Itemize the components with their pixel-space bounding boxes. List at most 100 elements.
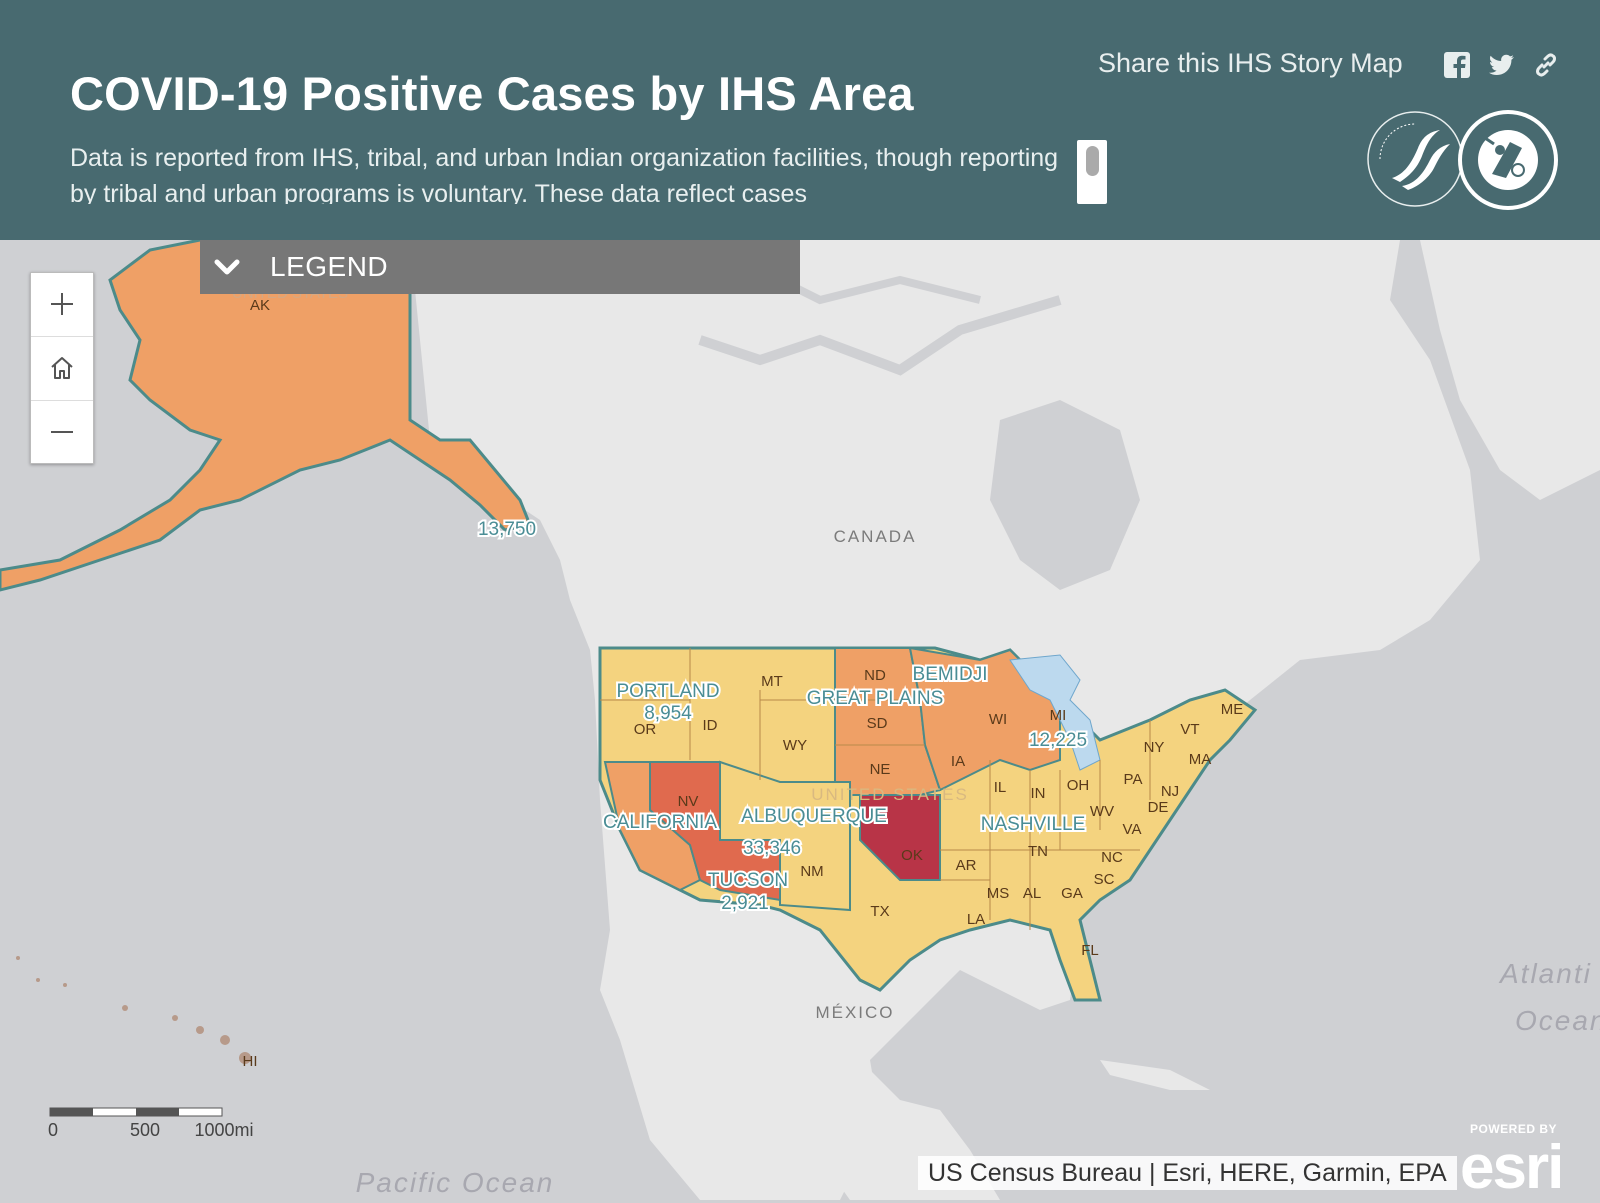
map-canvas[interactable]: AK UNITED STATES HI	[0, 240, 1600, 1200]
page-title: COVID-19 Positive Cases by IHS Area	[70, 67, 914, 120]
state-label-nm: NM	[800, 863, 823, 880]
state-label-sd: SD	[867, 715, 888, 732]
hudson-bay	[990, 400, 1140, 590]
scale-label-1000mi: 1000mi	[194, 1120, 253, 1140]
scrollbar-thumb[interactable]	[1086, 146, 1099, 176]
state-label-hi: HI	[243, 1053, 258, 1070]
state-label-in: IN	[1031, 785, 1046, 802]
state-label-id: ID	[703, 717, 718, 734]
legend-toggle[interactable]: LEGEND	[200, 240, 800, 294]
state-label-mt: MT	[761, 673, 783, 690]
area-name-nashville: NASHVILLE	[981, 814, 1086, 835]
area-cases-portland: 8,954	[644, 703, 692, 724]
place-label-mexico: MÉXICO	[815, 1003, 894, 1022]
state-label-la: LA	[967, 911, 985, 928]
twitter-icon[interactable]	[1486, 50, 1516, 80]
agency-seals	[1367, 110, 1558, 210]
area-cases-tucson: 2,921	[721, 893, 769, 914]
area-oklahoma[interactable]	[859, 794, 941, 881]
state-label-oh: OH	[1067, 777, 1090, 794]
hawaii-islands	[16, 956, 251, 1064]
plus-icon	[51, 293, 73, 315]
story-map-header: COVID-19 Positive Cases by IHS Area Data…	[0, 0, 1600, 240]
scale-label-500: 500	[130, 1120, 160, 1140]
place-label-united-states: UNITED STATES	[811, 785, 969, 804]
state-label-me: ME	[1221, 701, 1244, 718]
state-label-nj: NJ	[1161, 783, 1179, 800]
state-borders	[600, 648, 1151, 930]
area-name-portland: PORTLAND	[616, 681, 719, 702]
facebook-icon[interactable]	[1442, 50, 1472, 80]
scale-label-0: 0	[48, 1120, 58, 1140]
state-labels: OR ID MT WY ND SD NE IA WI MI NV NM TX O…	[634, 667, 1244, 959]
state-label-fl: FL	[1081, 942, 1099, 959]
area-labels: 13,750 PORTLAND 8,954 CALIFORNIA ALBUQUE…	[476, 517, 1089, 916]
state-label-al: AL	[1023, 885, 1041, 902]
state-label-tx: TX	[870, 903, 889, 920]
share-label: Share this IHS Story Map	[1098, 48, 1403, 78]
cuba-landmass	[1100, 1060, 1210, 1090]
mexico-landmass	[680, 890, 1000, 1200]
great-lakes	[1009, 654, 1101, 771]
state-label-nc: NC	[1101, 849, 1123, 866]
state-label-ar: AR	[956, 857, 977, 874]
state-label-wy: WY	[783, 737, 807, 754]
state-label-ma: MA	[1189, 751, 1212, 768]
state-label-va: VA	[1123, 821, 1142, 838]
state-label-ia: IA	[951, 753, 965, 770]
area-cases-bemidji: 12,225	[1029, 730, 1087, 751]
place-label-canada: CANADA	[834, 527, 917, 546]
place-label-atlantic: Atlanti	[1498, 958, 1592, 989]
map-view[interactable]: AK UNITED STATES HI	[0, 240, 1600, 1200]
state-label-ms: MS	[987, 885, 1010, 902]
state-label-ak: AK	[250, 297, 270, 314]
state-label-ne: NE	[870, 761, 891, 778]
area-name-albuquerque: ALBUQUERQUE	[741, 806, 887, 827]
home-icon	[51, 357, 73, 379]
map-attribution[interactable]: US Census Bureau | Esri, HERE, Garmin, E…	[918, 1156, 1457, 1190]
place-label-pacific: Pacific Ocean	[356, 1167, 555, 1198]
state-label-ok: OK	[901, 847, 923, 864]
state-label-sc: SC	[1094, 871, 1115, 888]
state-label-wv: WV	[1090, 803, 1114, 820]
esri-logo[interactable]: POWERED BY esri	[1458, 1118, 1588, 1202]
state-label-vt: VT	[1180, 721, 1199, 738]
zoom-divider	[31, 400, 93, 401]
scale-bar: 0 500 1000mi	[48, 1107, 254, 1140]
state-label-il: IL	[994, 779, 1007, 796]
minus-icon	[51, 431, 73, 433]
place-labels: CANADA UNITED STATES MÉXICO Atlanti Ocea…	[356, 527, 1600, 1198]
hhs-seal-logo	[1367, 111, 1463, 207]
state-label-de: DE	[1148, 799, 1169, 816]
area-name-bemidji: BEMIDJI	[913, 664, 988, 685]
zoom-out-button[interactable]	[31, 401, 93, 463]
home-button[interactable]	[31, 337, 93, 399]
link-icon[interactable]	[1531, 50, 1561, 80]
place-label-atlantic-ocean: Ocean	[1515, 1005, 1600, 1036]
legend-label: LEGEND	[270, 251, 389, 282]
zoom-in-button[interactable]	[31, 273, 93, 335]
ihs-seal-logo	[1458, 110, 1558, 210]
description-panel[interactable]: Data is reported from IHS, tribal, and u…	[70, 140, 1060, 204]
esri-powered-by: POWERED BY	[1470, 1122, 1558, 1136]
area-albuquerque[interactable]	[719, 760, 851, 912]
description-text: Data is reported from IHS, tribal, and u…	[70, 144, 1059, 204]
area-name-tucson: TUCSON	[708, 870, 788, 891]
description-scrollbar[interactable]	[1077, 140, 1107, 204]
area-cases-albuquerque: 33,346	[743, 838, 801, 859]
arctic-channel	[698, 295, 1062, 376]
state-label-tn: TN	[1028, 843, 1048, 860]
chevron-down-icon	[214, 259, 240, 275]
zoom-controls	[30, 272, 94, 464]
area-alaska[interactable]	[0, 240, 533, 592]
esri-wordmark: esri	[1460, 1133, 1564, 1202]
area-name-california: CALIFORNIA	[603, 812, 717, 833]
state-label-nd: ND	[864, 667, 886, 684]
zoom-divider	[31, 336, 93, 337]
state-label-pa: PA	[1124, 771, 1143, 788]
area-name-great-plains: GREAT PLAINS	[807, 688, 944, 709]
state-label-nv: NV	[678, 793, 699, 810]
state-label-wi: WI	[989, 711, 1007, 728]
greenland-landmass	[1420, 240, 1600, 500]
area-cases-alaska: 13,750	[478, 519, 536, 540]
